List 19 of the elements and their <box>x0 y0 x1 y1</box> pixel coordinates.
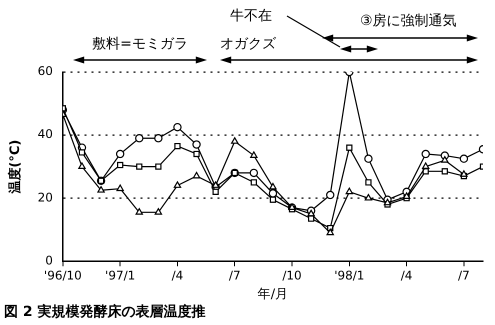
text: ③房に強制通気 <box>360 13 457 29</box>
text: 敷料=モミガラ <box>92 36 188 52</box>
y-tick-label: 20 <box>38 190 53 204</box>
x-tick-label: '98/1 <box>334 268 364 283</box>
y-tick-label: 60 <box>38 64 53 78</box>
text: 図 2 実規模発酵床の表層温度推 <box>4 303 206 320</box>
y-axis-title: 温度(°C) <box>7 140 24 195</box>
x-tick-label: '96/10 <box>44 268 82 283</box>
text: 牛不在 <box>230 8 272 24</box>
x-tick-label: /4 <box>400 268 412 283</box>
y-tick-label: 0 <box>45 253 53 268</box>
x-axis-title: 年/月 <box>258 286 288 302</box>
y-tick-label: 40 <box>38 127 53 142</box>
x-tick-label: /7 <box>458 268 470 283</box>
x-tick-label: /7 <box>228 268 241 283</box>
x-tick-label: /4 <box>172 268 184 283</box>
x-tick-label: /10 <box>282 268 302 283</box>
x-tick-label: '97/1 <box>105 268 136 283</box>
text: オガクズ <box>220 36 277 52</box>
